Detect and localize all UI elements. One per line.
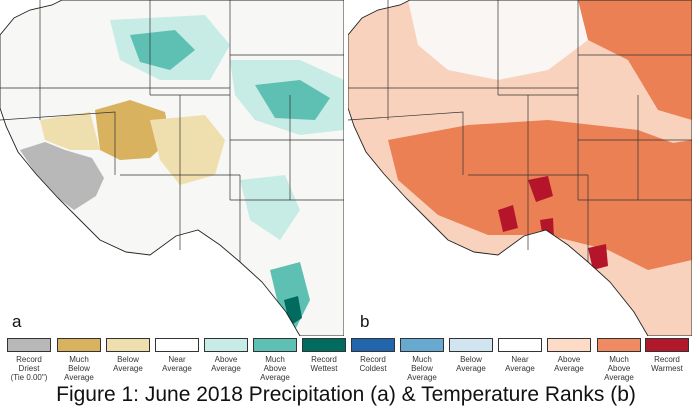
legend-swatch (106, 338, 150, 352)
state-boundaries (348, 0, 692, 262)
record-warmest-region-3 (588, 244, 608, 270)
legend-note: (Tie 0.00") (10, 373, 48, 382)
legend-label: Much Below Average (407, 355, 437, 382)
record-warmest-region-1 (528, 176, 553, 202)
much-above-northeast-region (578, 0, 692, 120)
legend-label: Below Average (113, 355, 143, 373)
legend-swatch (400, 338, 444, 352)
dry-nevada-region (40, 112, 100, 150)
precipitation-map-panel: a (0, 0, 344, 336)
legend-item: Near Average (496, 338, 544, 373)
legend-swatch (597, 338, 641, 352)
legend-item: Near Average (153, 338, 201, 373)
legend-item: Record Warmest (643, 338, 691, 373)
wet-texas-region (240, 175, 300, 240)
legend-item: Record Coldest (349, 338, 397, 373)
legend-item: Above Average (202, 338, 250, 373)
legend-swatch (253, 338, 297, 352)
legend-label: Much Above Average (604, 355, 634, 382)
wet-montana-core (130, 30, 195, 70)
legend-swatch (204, 338, 248, 352)
legend-item: Below Average (447, 338, 495, 373)
map-legend: Record Driest (Tie 0.00") Much Below Average B… (0, 336, 692, 386)
dry-colorado-region (150, 115, 225, 185)
record-driest-region (20, 142, 104, 210)
legend-item: Record Wettest (300, 338, 348, 373)
temperature-map-panel: b (348, 0, 692, 336)
dry-great-basin-region (95, 100, 170, 160)
record-warmest-region-2 (498, 205, 518, 232)
legend-item: Record Driest (Tie 0.00") (5, 338, 53, 382)
precipitation-map (0, 0, 344, 336)
legend-label: Record Warmest (651, 355, 683, 373)
legend-label: Below Average (456, 355, 486, 373)
legend-swatch (449, 338, 493, 352)
legend-item: Much Above Average (251, 338, 299, 382)
legend-item: Much Below Average (55, 338, 103, 382)
legend-item: Below Average (104, 338, 152, 373)
legend-swatch (155, 338, 199, 352)
temperature-map (348, 0, 692, 336)
legend-item: Much Below Average (398, 338, 446, 382)
state-boundaries (0, 0, 344, 262)
legend-item: Above Average (545, 338, 593, 373)
panel-b-label: b (360, 312, 370, 331)
legend-label: Above Average (211, 355, 241, 373)
legend-swatch (547, 338, 591, 352)
legend-label: Above Average (554, 355, 584, 373)
legend-swatch (498, 338, 542, 352)
legend-label: Much Above Average (260, 355, 290, 382)
legend-label: Near Average (162, 355, 192, 373)
legend-label: Record Coldest (359, 355, 387, 373)
legend-label: Record Wettest (310, 355, 338, 373)
legend-item: Much Above Average (595, 338, 643, 382)
legend-swatch (57, 338, 101, 352)
wet-plains-core (255, 80, 330, 120)
much-above-east-region (628, 140, 692, 262)
figure-caption: Figure 1: June 2018 Precipitation (a) & … (56, 383, 636, 406)
legend-label: Record Driest (Tie 0.00") (5, 355, 53, 382)
legend-label: Much Below Average (64, 355, 94, 382)
legend-label: Near Average (505, 355, 535, 373)
legend-swatch (351, 338, 395, 352)
legend-swatch (302, 338, 346, 352)
legend-swatch (7, 338, 51, 352)
legend-swatch (645, 338, 689, 352)
panel-a-label: a (12, 312, 22, 331)
